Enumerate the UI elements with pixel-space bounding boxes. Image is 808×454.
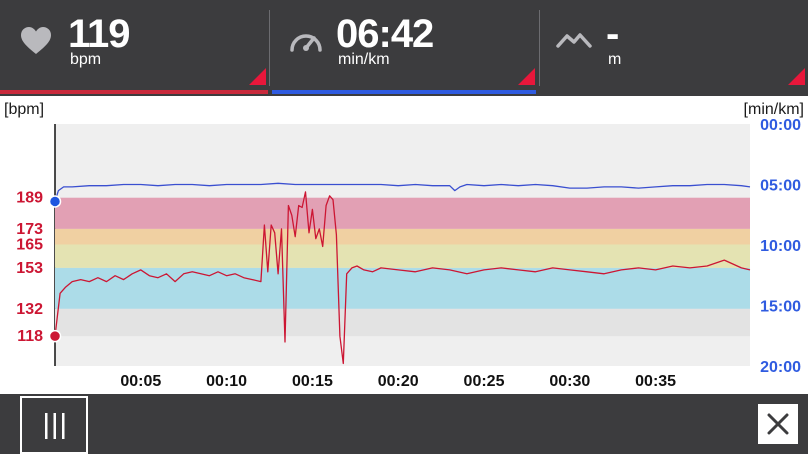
pace-start-marker — [48, 195, 62, 208]
heart-rate-unit: bpm — [70, 51, 102, 68]
heart-rate-value: 119 — [68, 12, 131, 56]
hr-zone-band — [55, 267, 750, 309]
x-tick-label: 00:15 — [292, 373, 333, 390]
pace-unit: min/km — [338, 51, 390, 68]
hr-zone-band — [55, 197, 750, 229]
pace-line — [54, 182, 751, 202]
panel-corner-indicator — [518, 68, 535, 85]
hr-zone-label: 118 — [17, 328, 43, 345]
mountain-icon — [556, 30, 592, 55]
x-tick-label: 00:35 — [635, 373, 676, 390]
x-tick-label: 00:20 — [378, 373, 419, 390]
x-tick-label: 00:05 — [120, 373, 161, 390]
elevation-panel[interactable]: - m — [540, 0, 808, 96]
elevation-value: - — [606, 12, 619, 56]
pace-panel[interactable]: 06:42 min/km — [270, 0, 538, 96]
hr-zone-label: 165 — [16, 237, 43, 254]
x-tick-label: 00:30 — [549, 373, 590, 390]
hr-zone-label: 173 — [16, 221, 43, 238]
panel-corner-indicator — [249, 68, 266, 85]
right-axis-unit: [min/km] — [743, 101, 804, 118]
hr-zone-label: 132 — [16, 301, 43, 318]
stats-header — [0, 0, 808, 96]
x-tick-label: 00:10 — [206, 373, 247, 390]
speedometer-icon — [288, 24, 324, 59]
x-tick-label: 00:25 — [464, 373, 505, 390]
hr-zone-band — [55, 244, 750, 268]
pace-tick-label: 15:00 — [760, 299, 801, 316]
hr-zone-label: 153 — [16, 260, 43, 277]
hr-zone-band — [55, 228, 750, 245]
pace-tick-label: 20:00 — [760, 359, 801, 376]
left-axis-unit: [bpm] — [4, 101, 45, 118]
menu-bars-icon — [44, 413, 66, 444]
close-icon — [767, 413, 789, 440]
menu-button[interactable] — [20, 396, 88, 454]
close-button[interactable] — [758, 404, 798, 444]
pace-tick-label: 10:00 — [760, 238, 801, 255]
hr-zone-label: 189 — [16, 190, 43, 207]
heart-rate-panel[interactable]: 119 bpm — [0, 0, 268, 96]
heart-icon — [20, 26, 52, 61]
pace-tick-label: 05:00 — [760, 178, 801, 195]
heart-rate-start-marker — [48, 329, 62, 343]
pace-value: 06:42 — [336, 12, 434, 56]
heart-rate-line — [54, 191, 751, 365]
panel-divider — [539, 10, 540, 86]
heart-rate-underline — [0, 90, 268, 94]
pace-underline — [272, 90, 536, 94]
bottom-toolbar — [0, 394, 808, 454]
hr-zone-band — [55, 308, 750, 337]
pace-tick-label: 00:00 — [760, 117, 801, 134]
elevation-unit: m — [608, 51, 622, 68]
panel-corner-indicator — [788, 68, 805, 85]
panel-divider — [269, 10, 270, 86]
